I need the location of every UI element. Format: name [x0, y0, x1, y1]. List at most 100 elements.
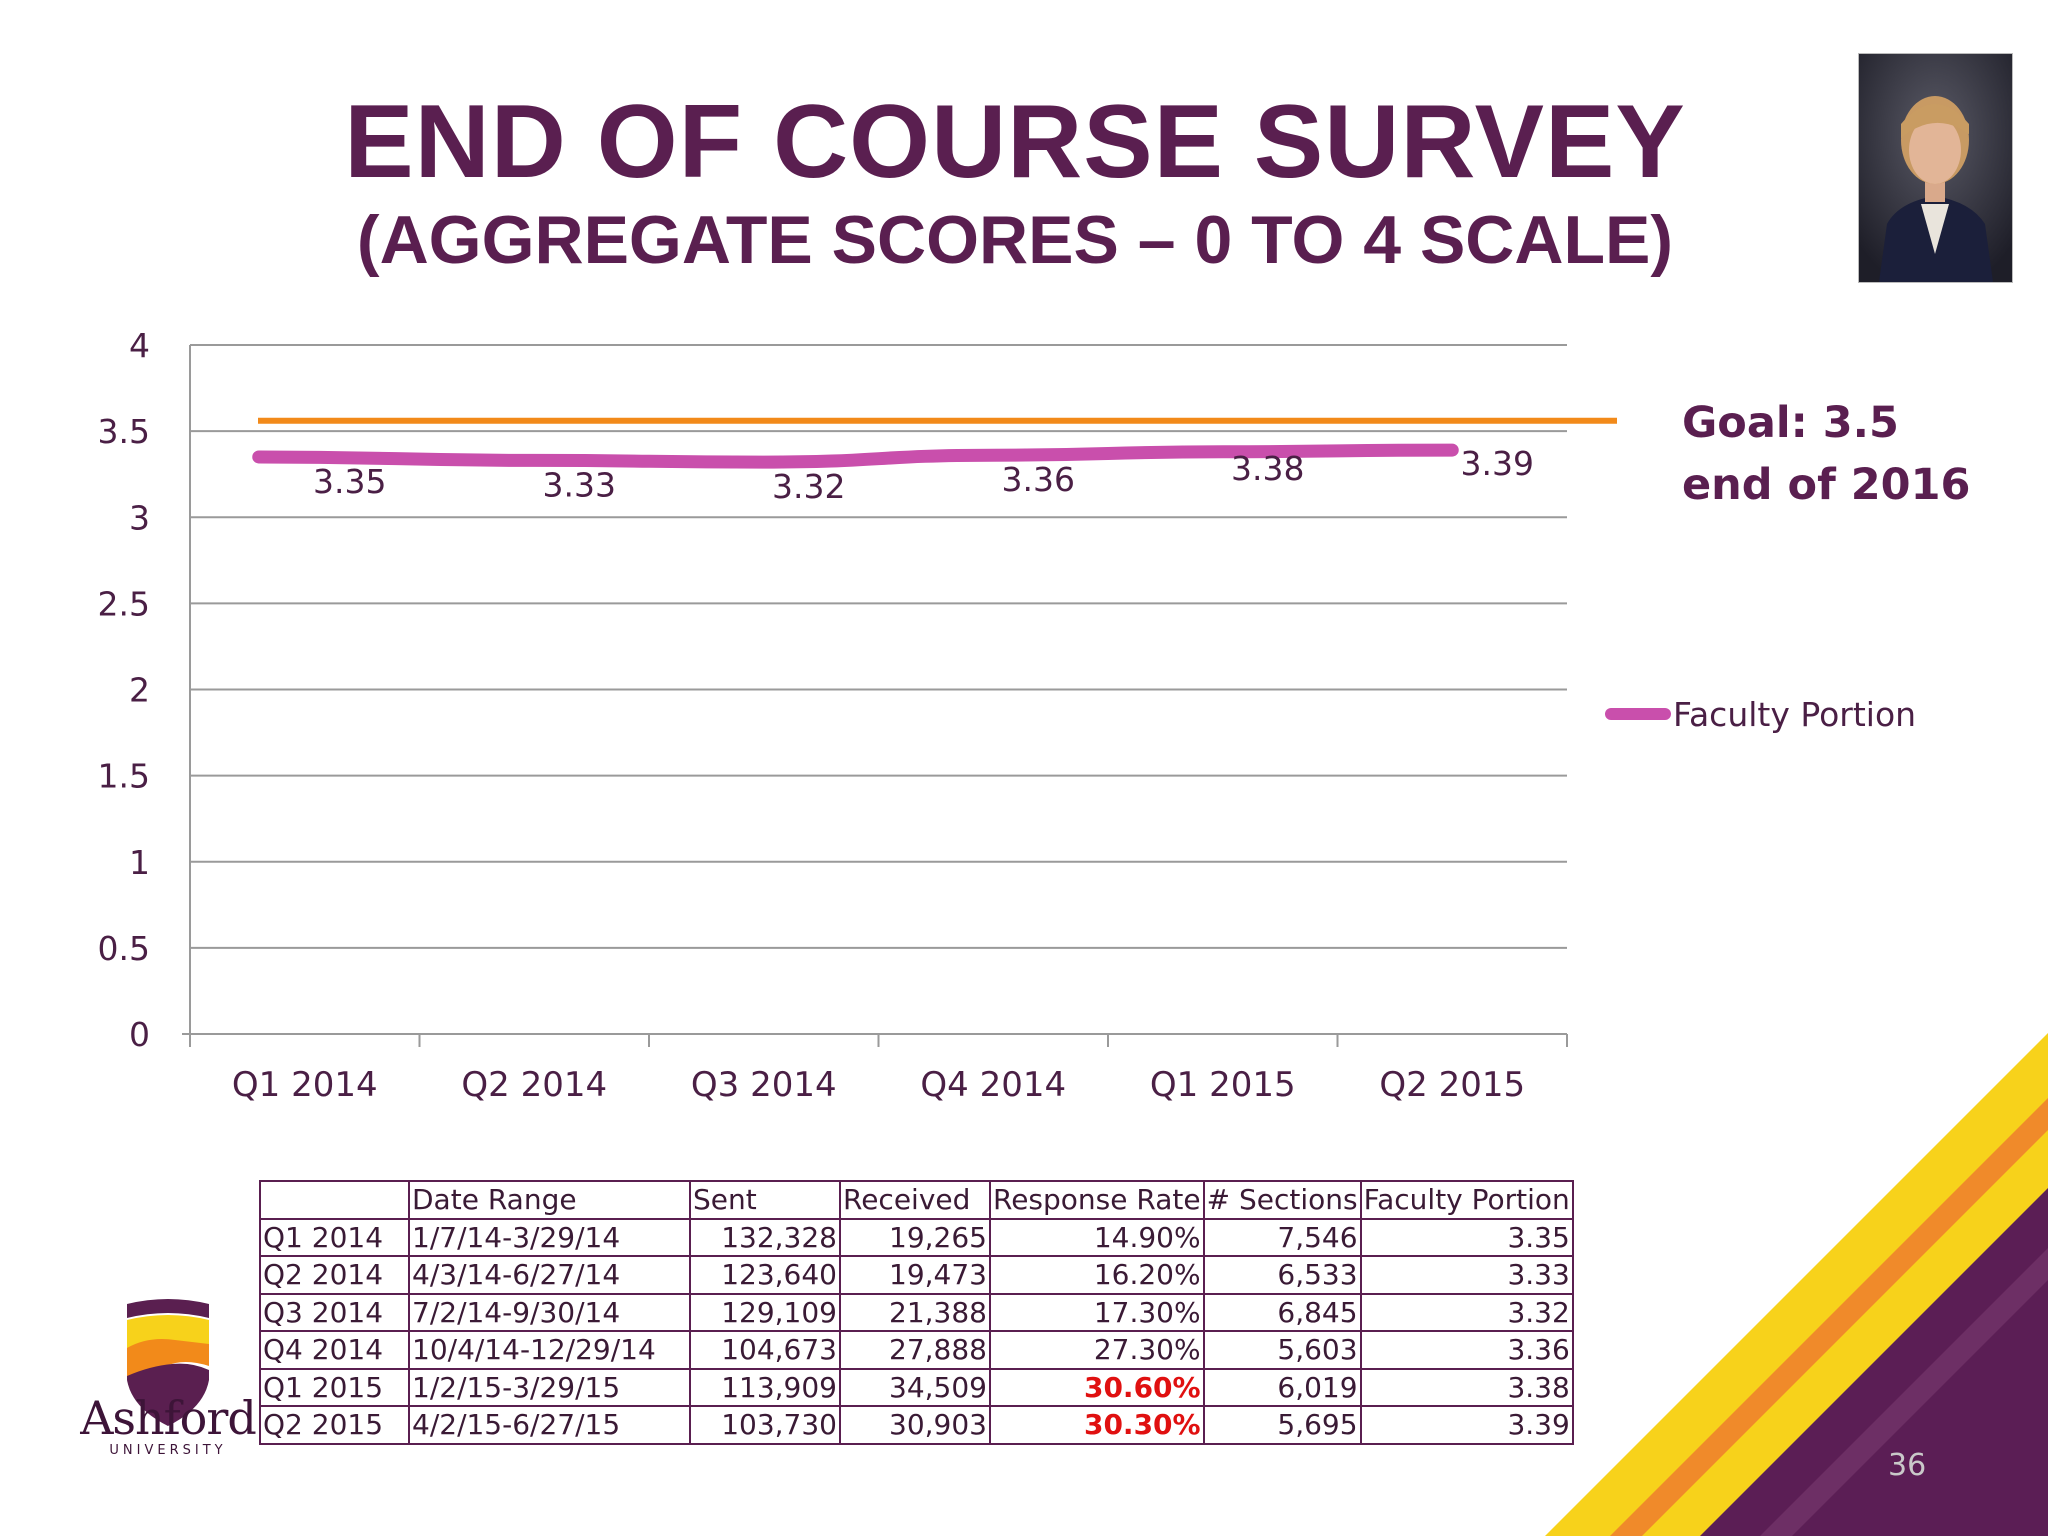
- slide-subtitle: (AGGREGATE SCORES – 0 TO 4 SCALE): [356, 202, 1674, 278]
- table-cell: 5,603: [1202, 1330, 1362, 1370]
- table-cell: 16.20%: [989, 1255, 1205, 1295]
- table-cell: 123,640: [689, 1255, 841, 1295]
- legend-swatch: [1605, 708, 1671, 720]
- y-tick-label: 0: [129, 1015, 150, 1054]
- table-cell: Q3 2014: [259, 1292, 410, 1332]
- table-cell: 27,888: [839, 1330, 991, 1370]
- table-cell: 17.30%: [989, 1292, 1205, 1332]
- column-header: Date Range: [408, 1180, 691, 1220]
- data-label: 3.39: [1461, 444, 1534, 483]
- table-cell: 103,730: [689, 1405, 841, 1445]
- x-tick-label: Q3 2014: [691, 1065, 837, 1105]
- chart-axes: [182, 345, 1568, 1047]
- column-header: Faculty Portion: [1359, 1180, 1574, 1220]
- table-cell: 6,845: [1202, 1292, 1362, 1332]
- data-labels: 3.35 3.33 3.32 3.36 3.38 3.39: [313, 444, 1534, 506]
- page-number: 36: [1888, 1448, 1927, 1483]
- table-cell: 3.39: [1359, 1405, 1574, 1445]
- table-cell: Q2 2015: [259, 1405, 410, 1445]
- legend-label: Faculty Portion: [1673, 694, 1917, 734]
- y-tick-label: 1: [129, 843, 150, 882]
- chart-grid: [190, 344, 1567, 949]
- chart-tick-labels: 0 0.5 1 1.5 2 2.5 3 3.5 4 Q1 2014 Q2 2014 Q3 2014 Q4…: [98, 326, 1526, 1105]
- data-label: 3.35: [313, 462, 386, 501]
- table-cell-highlighted: 30.60%: [989, 1367, 1205, 1407]
- column-header: Response Rate: [989, 1180, 1205, 1220]
- slide-title: END OF COURSE SURVEY: [344, 84, 1686, 200]
- logo-subtitle: UNIVERSITY: [109, 1443, 227, 1458]
- table-cell: 4/3/14-6/27/14: [408, 1255, 691, 1295]
- table-cell: Q2 2014: [259, 1255, 410, 1295]
- logo-wordmark: Ashford: [80, 1391, 257, 1445]
- table-cell: 1/7/14-3/29/14: [408, 1217, 691, 1257]
- portrait-photo: [1859, 54, 2012, 282]
- table-cell-highlighted: 30.30%: [989, 1405, 1205, 1445]
- table-cell: Q1 2015: [259, 1367, 410, 1407]
- table-cell: 1/2/15-3/29/15: [408, 1367, 691, 1407]
- table-cell: 21,388: [839, 1292, 991, 1332]
- series-line-faculty-portion: [252, 443, 1459, 469]
- table-cell: 19,473: [839, 1255, 991, 1295]
- table-cell: Q4 2014: [259, 1330, 410, 1370]
- table-cell: 3.33: [1359, 1255, 1574, 1295]
- x-tick-label: Q1 2014: [232, 1065, 378, 1105]
- column-header: # Sections: [1202, 1180, 1362, 1220]
- table-cell: 132,328: [689, 1217, 841, 1257]
- y-tick-label: 1.5: [98, 757, 150, 796]
- table-cell: 10/4/14-12/29/14: [408, 1330, 691, 1370]
- table-cell: 7/2/14-9/30/14: [408, 1292, 691, 1332]
- series-group: [252, 443, 1459, 469]
- table-cell: 5,695: [1202, 1405, 1362, 1445]
- table-cell: 3.32: [1359, 1292, 1574, 1332]
- column-header: Sent: [689, 1180, 841, 1220]
- table-cell: 3.38: [1359, 1367, 1574, 1407]
- y-tick-label: 3: [129, 498, 150, 537]
- x-tick-label: Q1 2015: [1150, 1065, 1296, 1105]
- y-tick-label: 4: [129, 326, 150, 365]
- data-label: 3.38: [1231, 449, 1304, 488]
- table-cell: 3.35: [1359, 1217, 1574, 1257]
- table-row: Q2 2015 4/2/15-6/27/15 103,730 30,903 30…: [259, 1405, 1574, 1445]
- data-label: 3.36: [1002, 460, 1075, 499]
- table-row: Q4 2014 10/4/14-12/29/14 104,673 27,888 …: [259, 1330, 1574, 1370]
- survey-table: Date Range Sent Received Response Rate #…: [259, 1180, 1574, 1445]
- table-cell: 7,546: [1202, 1217, 1362, 1257]
- data-label: 3.33: [543, 465, 616, 504]
- y-tick-label: 3.5: [98, 412, 150, 451]
- chart-legend: Faculty Portion: [1605, 692, 1916, 736]
- table-cell: 104,673: [689, 1330, 841, 1370]
- table-cell: 4/2/15-6/27/15: [408, 1405, 691, 1445]
- x-tick-label: Q2 2015: [1379, 1065, 1525, 1105]
- table-row: Q1 2014 1/7/14-3/29/14 132,328 19,265 14…: [259, 1217, 1574, 1257]
- table-row: Q2 2014 4/3/14-6/27/14 123,640 19,473 16…: [259, 1255, 1574, 1295]
- table-cell: 3.36: [1359, 1330, 1574, 1370]
- ashford-logo-icon: [127, 1299, 209, 1426]
- goal-line2: end of 2016: [1682, 460, 1971, 510]
- table-cell: 6,533: [1202, 1255, 1362, 1295]
- table-cell: 34,509: [839, 1367, 991, 1407]
- table-cell: 27.30%: [989, 1330, 1205, 1370]
- column-header: Received: [839, 1180, 991, 1220]
- table-cell: Q1 2014: [259, 1217, 410, 1257]
- table-header-row: Date Range Sent Received Response Rate #…: [259, 1180, 1574, 1220]
- table-cell: 30,903: [839, 1405, 991, 1445]
- data-label: 3.32: [772, 467, 845, 506]
- table-cell: 113,909: [689, 1367, 841, 1407]
- table-cell: 14.90%: [989, 1217, 1205, 1257]
- goal-line1: Goal: 3.5: [1682, 398, 1899, 448]
- y-tick-label: 2: [129, 671, 150, 710]
- y-tick-label: 0.5: [98, 929, 150, 968]
- goal-annotation: Goal: 3.5 end of 2016: [1682, 392, 2002, 516]
- column-header: [259, 1180, 410, 1220]
- y-tick-label: 2.5: [98, 584, 150, 623]
- table-row: Q3 2014 7/2/14-9/30/14 129,109 21,388 17…: [259, 1292, 1574, 1332]
- table-cell: 6,019: [1202, 1367, 1362, 1407]
- x-tick-label: Q4 2014: [920, 1065, 1066, 1105]
- table-row: Q1 2015 1/2/15-3/29/15 113,909 34,509 30…: [259, 1367, 1574, 1407]
- table-cell: 129,109: [689, 1292, 841, 1332]
- x-tick-label: Q2 2014: [461, 1065, 607, 1105]
- table-cell: 19,265: [839, 1217, 991, 1257]
